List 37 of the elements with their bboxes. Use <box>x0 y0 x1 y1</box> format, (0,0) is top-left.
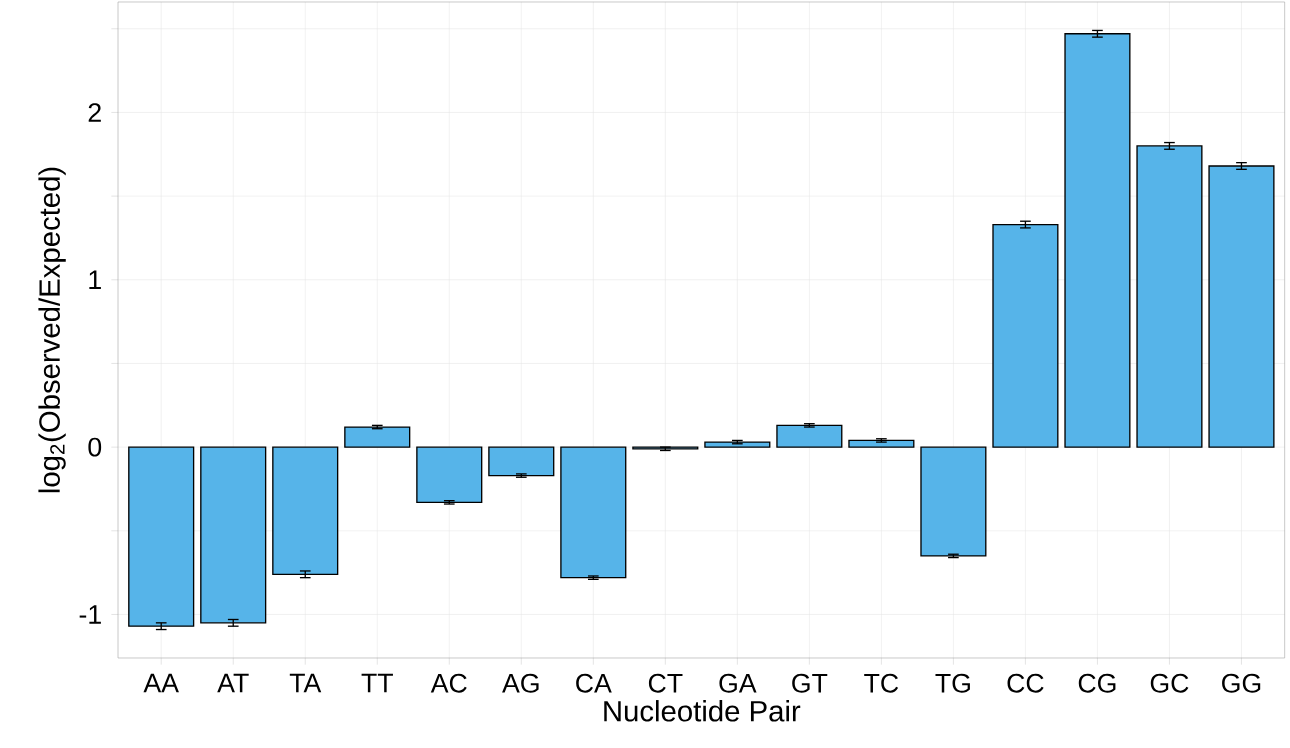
bar <box>992 223 1059 448</box>
x-tick-label: GG <box>1222 673 1261 693</box>
bar <box>776 424 843 448</box>
bar <box>344 426 411 448</box>
bar <box>200 446 267 624</box>
x-tick-label: TC <box>864 673 899 693</box>
x-tick-label: AT <box>217 673 249 693</box>
x-tick-label: TT <box>361 673 393 693</box>
bar <box>1136 145 1203 448</box>
bar <box>128 446 195 627</box>
y-tick-label: 2 <box>88 103 101 122</box>
bar <box>1064 33 1131 448</box>
x-tick-label: CA <box>576 673 612 693</box>
x-tick-label: TA <box>289 673 322 693</box>
x-tick-label: CG <box>1078 673 1116 693</box>
x-tick-label: AA <box>143 673 179 693</box>
x-tick-label: TG <box>935 673 970 693</box>
bar <box>560 446 627 579</box>
bar <box>272 446 339 575</box>
y-tick-label: 1 <box>89 270 101 289</box>
x-tick-label: GC <box>1150 673 1189 693</box>
y-axis-title: log$_{2}$(Observed/Expected) <box>38 167 66 493</box>
bar <box>1208 165 1275 448</box>
x-tick-label: CT <box>648 673 683 693</box>
x-tick-label: GA <box>719 673 757 693</box>
y-tick-label: -1 <box>79 605 101 624</box>
x-tick-label: GT <box>792 673 828 693</box>
x-axis-title: Nucleotide Pair <box>604 700 801 722</box>
bar <box>488 446 555 477</box>
bar <box>416 446 483 504</box>
x-tick-label: AG <box>502 673 539 693</box>
bar <box>920 446 987 557</box>
bar <box>704 441 771 448</box>
x-tick-label: AC <box>430 673 467 693</box>
x-tick-label: CC <box>1007 673 1044 693</box>
y-tick-label: 0 <box>88 437 102 457</box>
bar <box>848 439 915 448</box>
